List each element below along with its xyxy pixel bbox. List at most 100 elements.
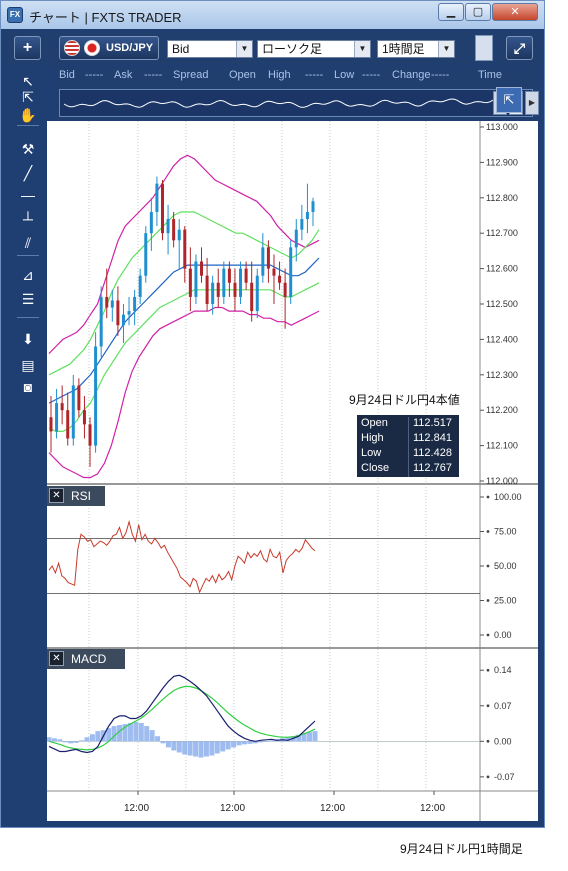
price-tick-label: 112.900	[486, 157, 518, 167]
candle-body	[94, 346, 98, 446]
data-window-icon[interactable]: ▤	[21, 357, 35, 373]
bollinger-upper-line	[48, 154, 320, 355]
quote-header-2: Ask	[114, 69, 133, 81]
hammer-icon[interactable]: ⚒	[21, 141, 35, 157]
price-tick-label: 112.500	[486, 299, 518, 309]
macd-histogram-bar	[231, 741, 237, 748]
horizontal-line-icon[interactable]: —	[21, 187, 35, 203]
candle-body	[216, 282, 220, 297]
fibonacci-retracement-icon[interactable]: ☰	[21, 291, 35, 307]
macd-histogram-bar	[193, 741, 199, 757]
candle-body	[205, 275, 209, 304]
candle-body	[211, 282, 215, 304]
quote-header-0: Bid	[59, 69, 75, 81]
ohlc-title: 9月24日ドル円4本値	[349, 393, 460, 407]
macd-histogram-bar	[236, 741, 242, 746]
sparkline-path	[63, 98, 494, 108]
us-flag-icon	[64, 40, 80, 56]
macd-histogram-bar	[79, 740, 85, 742]
hand-pan-icon[interactable]: ✋	[19, 107, 37, 123]
macd-panel-tag: ✕ MACD	[47, 649, 125, 669]
sidebar-divider	[17, 125, 39, 126]
macd-histogram-bar	[312, 731, 318, 742]
minimize-button[interactable]: ▁	[438, 3, 464, 21]
ohlc-row: Open 112.517	[359, 417, 459, 432]
undock-button[interactable]: ⤢	[506, 36, 533, 60]
tick-dot	[486, 633, 490, 637]
chart-type-select[interactable]: ローソク足 ▼	[257, 40, 371, 58]
chevron-down-icon: ▼	[438, 41, 454, 57]
download-arrow-icon[interactable]: ⬇	[22, 331, 34, 347]
candle-body	[283, 282, 287, 297]
candle-body	[88, 424, 92, 446]
camera-icon[interactable]: ◙	[23, 379, 33, 395]
macd-histogram-bar	[57, 739, 63, 742]
parallel-lines-icon[interactable]: ⫽	[24, 235, 32, 251]
maximize-button[interactable]: ▢	[465, 3, 491, 21]
crosshair-cursor-icon[interactable]: ⇱	[22, 89, 34, 105]
japan-flag-icon	[84, 40, 100, 56]
rsi-tick-label: 75.00	[494, 527, 517, 537]
candle-body	[200, 261, 204, 276]
close-button[interactable]: ✕	[492, 3, 538, 21]
quote-header-5: Open	[229, 69, 256, 81]
price-type-select[interactable]: Bid ▼	[167, 40, 253, 58]
tick-dot	[486, 775, 490, 779]
vertical-line-icon[interactable]: ┴	[23, 211, 33, 227]
ohlc-value: 112.517	[413, 417, 452, 429]
currency-pair-selector[interactable]: USD/JPY	[59, 36, 159, 60]
fibonacci-fan-icon[interactable]: ⊿	[22, 267, 34, 283]
expand-icon[interactable]: ⇱	[496, 87, 522, 113]
tick-dot	[486, 530, 490, 533]
candle-body	[188, 268, 192, 297]
ohlc-label: Low	[359, 447, 409, 462]
drawing-tools-sidebar: ↖ ⇱ ✋ ⚒ ╱ — ┴ ⫽ ⊿ ☰ ⬇ ▤ ◙	[14, 67, 42, 407]
time-tick-label: 12:00	[124, 803, 149, 814]
add-chart-button[interactable]: +	[14, 36, 41, 60]
macd-histogram-bar	[62, 741, 68, 743]
pointer-arrow-icon[interactable]: ↖	[22, 73, 34, 89]
period-select[interactable]: 1時間足 ▼	[377, 40, 455, 58]
macd-histogram-bar	[220, 741, 226, 752]
macd-histogram-bar	[187, 741, 193, 756]
chart-canvas[interactable]: 113.000 112.900 112.800 112.700 112.600 112.5…	[47, 121, 538, 821]
candle-body	[172, 219, 176, 241]
macd-histogram-bar	[95, 731, 101, 742]
macd-histogram-bar	[176, 741, 182, 753]
macd-histogram-bar	[127, 723, 133, 742]
tick-dot	[486, 599, 490, 602]
tick-dot	[486, 668, 490, 672]
figure-caption: 9月24日ドル円1時間足	[400, 842, 523, 856]
macd-histogram-bar	[89, 734, 95, 742]
candle-body	[278, 275, 282, 283]
macd-histogram-bar	[144, 726, 150, 742]
price-tick-label: 112.200	[486, 405, 518, 415]
chevron-right-icon[interactable]: ▶	[525, 91, 539, 115]
macd-label: MACD	[71, 652, 107, 666]
candle-body	[66, 410, 70, 439]
macd-histogram-bar	[165, 741, 171, 748]
quote-header-9: -----	[362, 69, 381, 81]
title-bar[interactable]: FX チャート | FXTS TRADER ▁ ▢ ✕	[1, 1, 544, 29]
candle-body	[266, 247, 270, 269]
rsi-close-icon[interactable]: ✕	[49, 488, 64, 503]
candle-body	[255, 275, 259, 312]
macd-line	[48, 674, 316, 754]
macd-histogram-bar	[214, 741, 220, 754]
trend-line-icon[interactable]: ╱	[23, 165, 33, 181]
candle-body	[177, 229, 181, 241]
quote-bar: Bid ----- Ask ----- Spread Open High ----- Low --…	[57, 67, 539, 119]
toolbar-scrollbar[interactable]	[475, 35, 493, 61]
macd-histogram-bar	[84, 737, 90, 742]
candle-body	[110, 300, 114, 308]
macd-tick-label: 0.14	[494, 665, 512, 675]
macd-close-icon[interactable]: ✕	[49, 651, 64, 666]
macd-histogram-bar	[68, 741, 74, 744]
time-tick-label: 12:00	[220, 803, 245, 814]
chevron-down-icon: ▼	[354, 41, 370, 57]
macd-histogram-bar	[51, 738, 57, 742]
macd-histogram-bar	[241, 741, 247, 745]
overview-sparkline[interactable]	[59, 89, 533, 117]
macd-histogram-bar	[138, 723, 144, 742]
chart-area[interactable]: 113.000 112.900 112.800 112.700 112.600 112.5…	[47, 121, 538, 821]
